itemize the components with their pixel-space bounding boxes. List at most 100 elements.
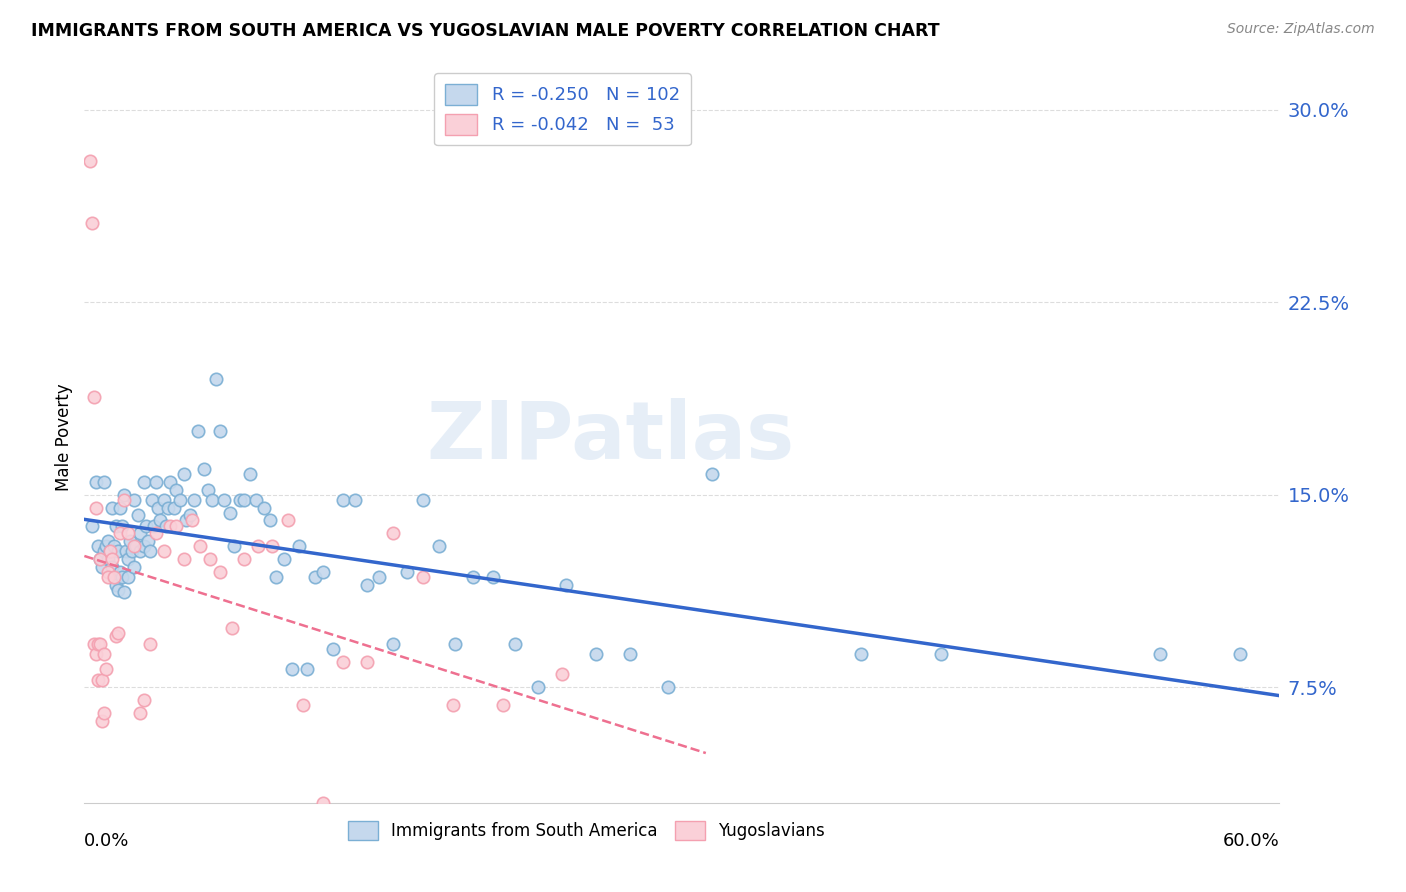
Point: [101, 552, 124, 566]
Point: [96, 539, 118, 553]
Text: 60.0%: 60.0%: [1223, 832, 1279, 850]
Point: [122, 492, 145, 507]
Point: [110, 526, 132, 541]
Point: [107, 626, 129, 640]
Point: [117, 570, 139, 584]
Point: [145, 475, 167, 489]
Point: [619, 647, 641, 661]
Point: [1149, 647, 1171, 661]
Point: [356, 655, 378, 669]
Point: [83, 390, 105, 404]
Point: [585, 647, 607, 661]
Point: [273, 552, 295, 566]
Point: [332, 492, 354, 507]
Point: [700, 467, 723, 482]
Y-axis label: Male Poverty: Male Poverty: [55, 384, 73, 491]
Point: [193, 462, 215, 476]
Point: [105, 518, 128, 533]
Point: [122, 539, 145, 553]
Point: [112, 585, 135, 599]
Point: [197, 483, 219, 497]
Point: [169, 492, 191, 507]
Point: [174, 514, 197, 528]
Point: [127, 508, 149, 523]
Point: [304, 570, 326, 584]
Point: [87, 637, 110, 651]
Point: [239, 467, 262, 482]
Legend: Immigrants from South America, Yugoslavians: Immigrants from South America, Yugoslavi…: [342, 814, 831, 847]
Point: [86, 500, 108, 515]
Point: [146, 500, 169, 515]
Point: [412, 492, 434, 507]
Point: [280, 662, 302, 676]
Point: [259, 514, 281, 528]
Point: [107, 544, 129, 558]
Point: [179, 508, 201, 523]
Point: [143, 518, 166, 533]
Point: [621, 822, 644, 836]
Point: [91, 714, 114, 728]
Point: [173, 552, 195, 566]
Point: [82, 216, 104, 230]
Point: [122, 559, 145, 574]
Point: [492, 698, 515, 713]
Point: [264, 570, 287, 584]
Point: [332, 655, 354, 669]
Point: [527, 681, 550, 695]
Point: [89, 552, 111, 566]
Point: [82, 518, 104, 533]
Point: [129, 706, 152, 720]
Point: [155, 518, 177, 533]
Point: [165, 518, 187, 533]
Point: [110, 565, 132, 579]
Point: [103, 570, 125, 584]
Point: [444, 637, 467, 651]
Text: 0.0%: 0.0%: [84, 832, 129, 850]
Point: [97, 565, 120, 579]
Point: [129, 544, 152, 558]
Point: [481, 570, 503, 584]
Point: [89, 637, 111, 651]
Point: [232, 552, 254, 566]
Point: [93, 544, 115, 558]
Point: [187, 424, 209, 438]
Point: [851, 647, 873, 661]
Point: [427, 539, 450, 553]
Point: [132, 693, 156, 707]
Point: [246, 539, 269, 553]
Point: [288, 539, 311, 553]
Point: [105, 577, 128, 591]
Point: [441, 698, 464, 713]
Point: [181, 514, 204, 528]
Point: [198, 552, 221, 566]
Point: [356, 577, 378, 591]
Point: [97, 534, 120, 549]
Point: [205, 372, 228, 386]
Point: [201, 492, 224, 507]
Point: [93, 475, 115, 489]
Point: [86, 475, 108, 489]
Point: [260, 539, 283, 553]
Point: [245, 492, 267, 507]
Point: [115, 544, 138, 558]
Point: [91, 559, 114, 574]
Point: [657, 681, 679, 695]
Point: [135, 518, 157, 533]
Point: [110, 500, 132, 515]
Point: [103, 539, 125, 553]
Point: [97, 570, 120, 584]
Point: [312, 796, 335, 810]
Point: [87, 673, 110, 687]
Point: [101, 559, 124, 574]
Point: [98, 544, 121, 558]
Point: [117, 526, 139, 541]
Point: [173, 467, 195, 482]
Point: [221, 621, 243, 635]
Point: [312, 565, 335, 579]
Point: [93, 706, 115, 720]
Point: [208, 424, 231, 438]
Point: [555, 577, 578, 591]
Point: [105, 629, 128, 643]
Point: [117, 552, 139, 566]
Point: [112, 492, 135, 507]
